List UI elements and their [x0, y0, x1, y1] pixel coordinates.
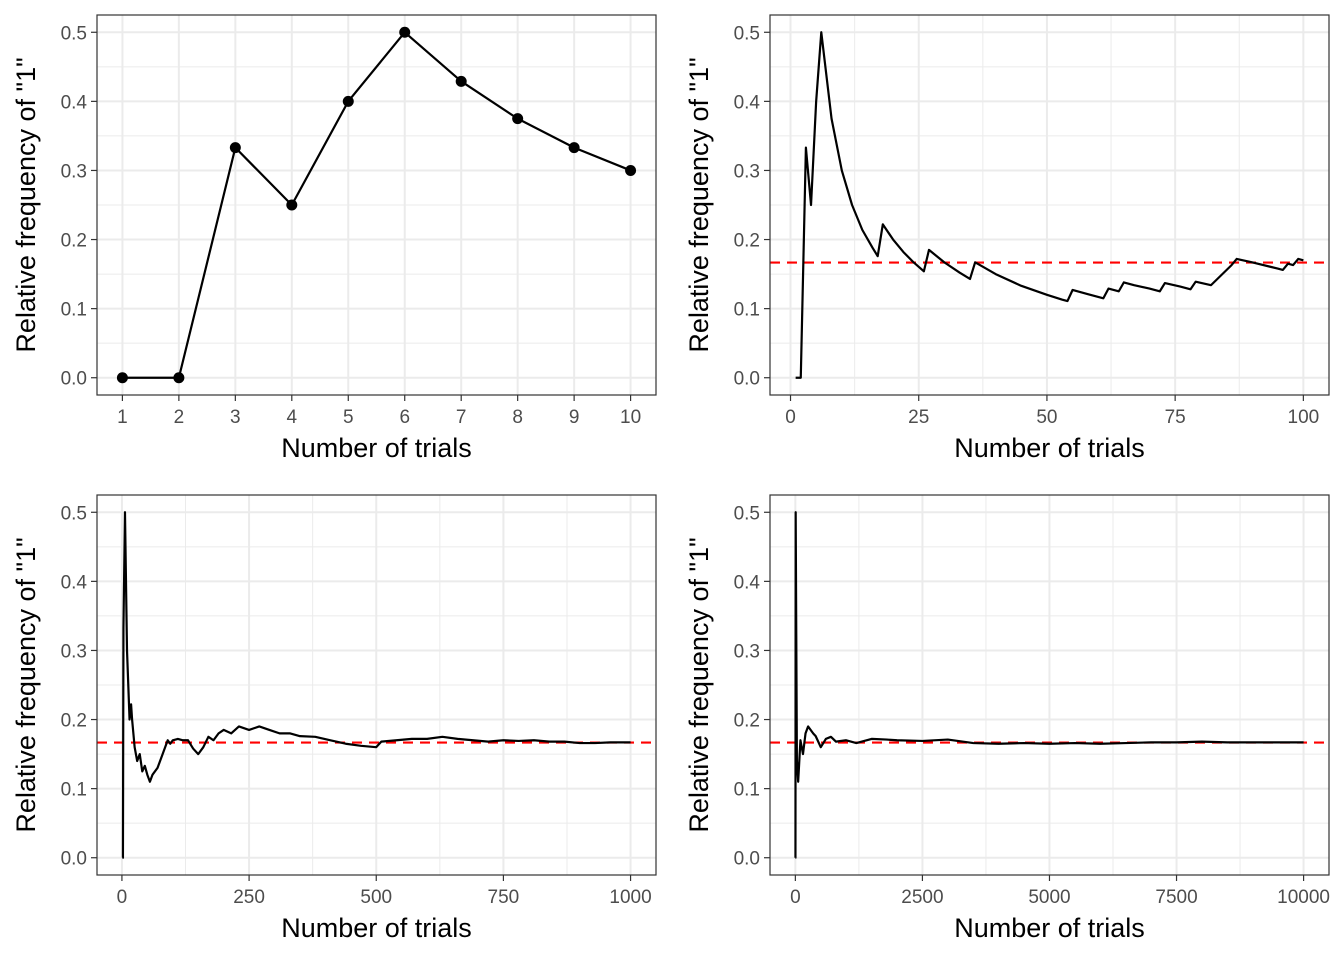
y-tick-label: 0.5	[61, 503, 87, 524]
data-point	[625, 164, 637, 176]
y-tick-label: 0.1	[734, 780, 760, 801]
y-tick-label: 0.2	[61, 231, 87, 252]
x-tick-label: 9	[569, 407, 580, 428]
y-tick-label: 0.4	[734, 572, 761, 593]
x-tick-label: 2	[174, 407, 185, 428]
y-tick-label: 0.2	[734, 231, 760, 252]
data-point	[512, 113, 524, 125]
relative-frequency-line	[122, 31, 632, 379]
panel-border	[769, 14, 1330, 396]
panel-trials-10000: 0.0 0.1 0.2 0.3 0.4 0.5 0 2500 5000 7500 10000 Numb…	[684, 494, 1330, 943]
x-axis-title: Number of trials	[281, 433, 472, 463]
y-tick-label: 0.3	[61, 641, 87, 662]
data-point	[229, 142, 241, 154]
y-axis-title: Relative frequency of "1"	[11, 537, 41, 832]
panel-border	[96, 14, 657, 396]
x-tick-label: 250	[233, 887, 265, 908]
x-tick-label: 0	[790, 887, 801, 908]
x-tick-label: 75	[1165, 407, 1186, 428]
x-tick-label: 100	[1288, 407, 1320, 428]
x-tick-label: 3	[230, 407, 241, 428]
x-axis-title: Number of trials	[954, 913, 1145, 943]
x-tick-label: 8	[512, 407, 523, 428]
data-point	[173, 372, 185, 384]
x-tick-label: 500	[360, 887, 392, 908]
data-point	[399, 26, 411, 38]
y-tick-label: 0.5	[734, 23, 760, 44]
y-tick-label: 0.2	[734, 711, 760, 732]
y-axis-title: Relative frequency of "1"	[684, 537, 714, 832]
data-point	[568, 142, 580, 154]
relative-frequency-line	[794, 511, 1304, 859]
x-tick-label: 50	[1036, 407, 1057, 428]
y-tick-label: 0.1	[61, 300, 87, 321]
y-tick-label: 0.0	[734, 849, 760, 870]
data-point	[342, 95, 354, 107]
data-point	[286, 199, 298, 211]
x-tick-label: 0	[785, 407, 796, 428]
x-tick-label: 5000	[1028, 887, 1070, 908]
data-point	[455, 75, 467, 87]
x-tick-label: 1000	[609, 887, 651, 908]
x-tick-label: 0	[117, 887, 128, 908]
y-tick-label: 0.3	[734, 161, 760, 182]
y-tick-label: 0.5	[61, 23, 87, 44]
x-tick-label: 10	[620, 407, 641, 428]
x-tick-label: 10000	[1277, 887, 1330, 908]
y-tick-label: 0.0	[734, 369, 760, 390]
y-tick-label: 0.4	[734, 92, 761, 113]
y-axis-title: Relative frequency of "1"	[11, 57, 41, 352]
y-tick-label: 0.1	[61, 780, 87, 801]
x-axis-title: Number of trials	[281, 913, 472, 943]
y-tick-label: 0.5	[734, 503, 760, 524]
x-tick-label: 5	[343, 407, 354, 428]
x-tick-label: 7	[456, 407, 467, 428]
relative-frequency-line	[121, 511, 631, 859]
x-tick-label: 6	[399, 407, 410, 428]
panel-trials-1000: 0.0 0.1 0.2 0.3 0.4 0.5 0 250 500 750 1000 Number o…	[11, 494, 657, 943]
y-tick-label: 0.3	[61, 161, 87, 182]
x-tick-label: 1	[117, 407, 128, 428]
y-tick-label: 0.1	[734, 300, 760, 321]
x-axis-title: Number of trials	[954, 433, 1145, 463]
y-tick-label: 0.0	[61, 849, 87, 870]
x-tick-label: 2500	[901, 887, 943, 908]
x-tick-label: 750	[488, 887, 520, 908]
data-point	[116, 372, 128, 384]
panel-trials-10: 0.0 0.1 0.2 0.3 0.4 0.5 1 2 3 4 5 6 7 8 9 10 Number of t…	[11, 14, 657, 463]
y-tick-label: 0.3	[734, 641, 760, 662]
relative-frequency-line	[795, 31, 1304, 379]
y-tick-label: 0.4	[61, 92, 88, 113]
y-tick-label: 0.0	[61, 369, 87, 390]
panel-trials-100: 0.0 0.1 0.2 0.3 0.4 0.5 0 25 50 75 100 Number of tr…	[684, 14, 1330, 463]
y-tick-label: 0.4	[61, 572, 88, 593]
x-tick-label: 25	[908, 407, 929, 428]
y-axis-title: Relative frequency of "1"	[684, 57, 714, 352]
y-tick-label: 0.2	[61, 711, 87, 732]
x-tick-label: 4	[287, 407, 298, 428]
x-tick-label: 7500	[1155, 887, 1197, 908]
